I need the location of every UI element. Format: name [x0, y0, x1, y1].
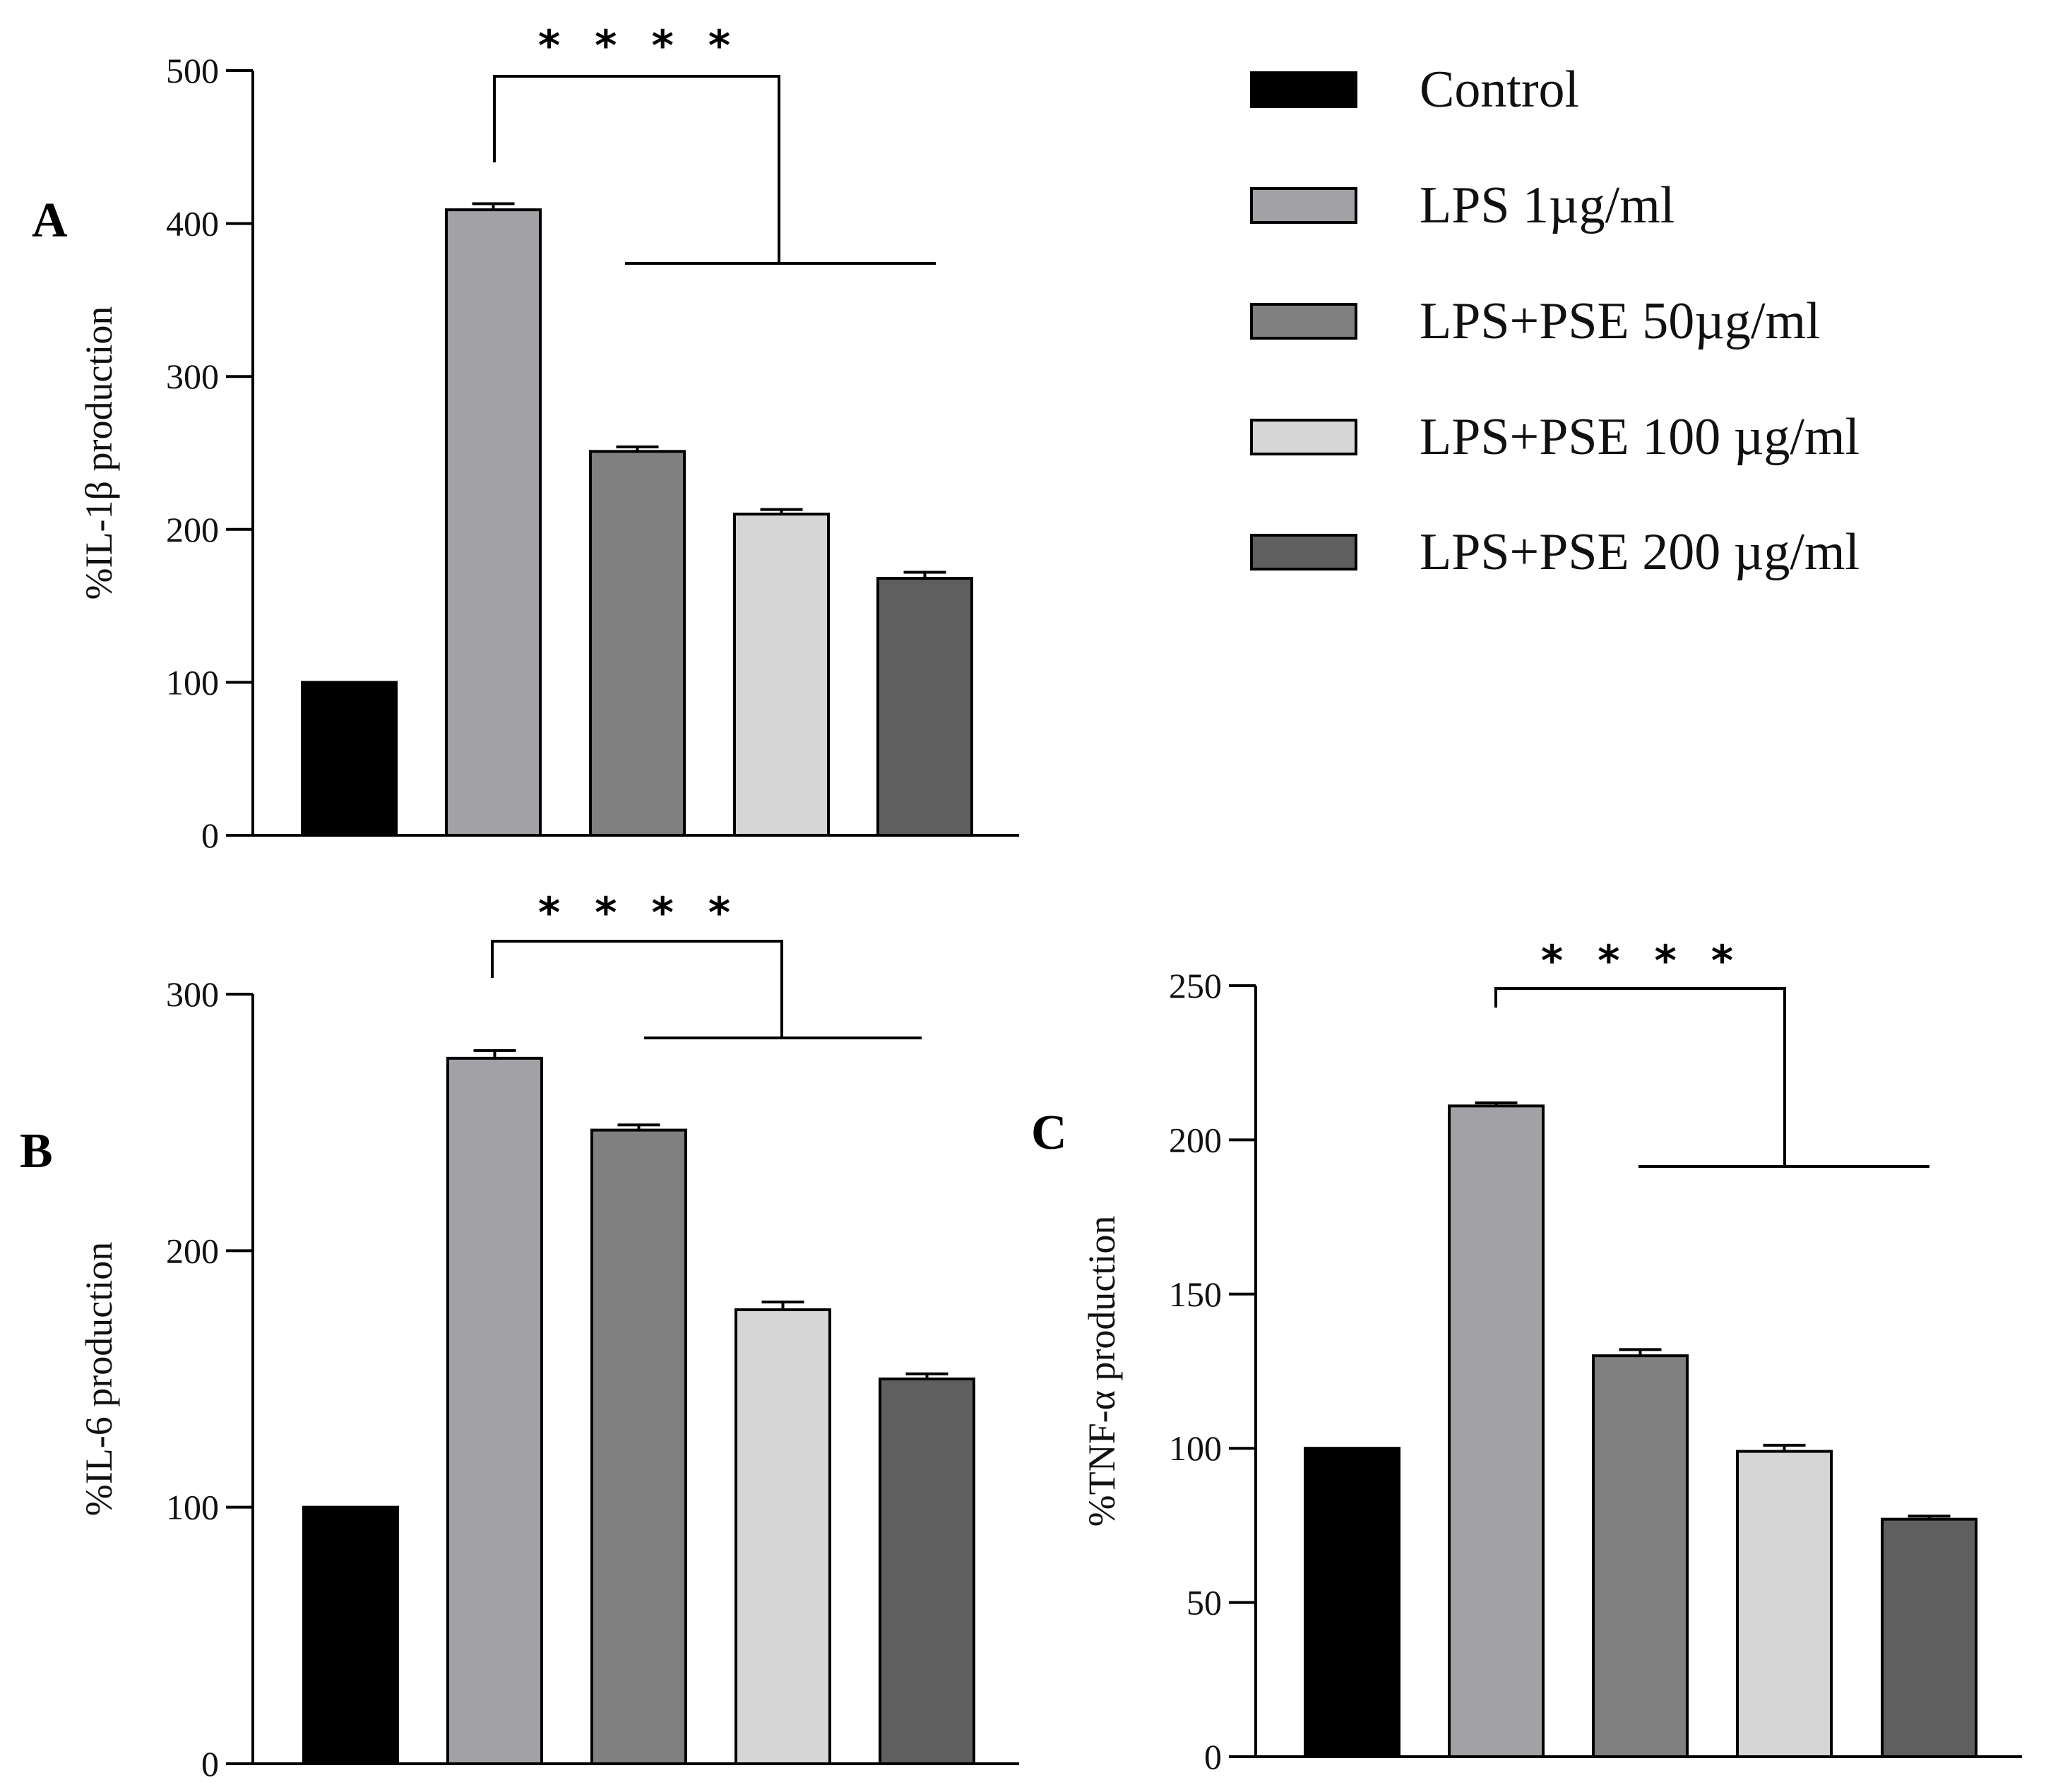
y-tick-label: 100 — [1169, 1428, 1222, 1468]
significance-bracket — [1494, 987, 1786, 1166]
y-tick-label: 200 — [1169, 1120, 1222, 1159]
bar-3 — [589, 450, 686, 837]
panel-letter: B — [20, 1124, 53, 1178]
bar-3 — [1592, 1354, 1689, 1759]
significance-bracket — [493, 75, 780, 263]
legend-swatch-4 — [1250, 419, 1357, 455]
legend-label-5: LPS+PSE 200 µg/ml — [1420, 523, 1860, 581]
y-tick-label: 500 — [166, 51, 219, 90]
significance-bracket — [491, 940, 783, 1038]
y-tick-label: 50 — [1186, 1583, 1222, 1623]
legend-swatch-1 — [1250, 71, 1357, 108]
bar-4 — [1736, 1450, 1833, 1759]
bar-4 — [734, 1308, 831, 1765]
y-axis-label: %IL-6 production — [78, 1242, 120, 1516]
bar-2 — [445, 208, 542, 837]
legend: Control LPS 1µg/ml LPS+PSE 50µg/ml LPS+PSE … — [1250, 61, 1860, 581]
bar-2 — [1448, 1104, 1545, 1759]
bar-3 — [590, 1128, 687, 1765]
panel-letter: C — [1031, 1106, 1067, 1160]
y-tick-label: 300 — [166, 357, 219, 396]
y-tick-label: 300 — [166, 974, 219, 1014]
panel-c: 0 50 100 150 200 250 %TNF-α production * * * * C — [1031, 936, 2022, 1776]
y-tick-label: 200 — [166, 1231, 219, 1270]
significance-label: * * * * — [538, 21, 740, 71]
y-tick-label: 150 — [1169, 1274, 1222, 1314]
bar-1 — [1304, 1447, 1400, 1758]
y-axis-label: %TNF-α production — [1081, 1216, 1123, 1527]
panel-b: 0 100 200 300 %IL-6 production * * * * B — [20, 888, 1019, 1784]
y-axis-label: %IL-1β production — [78, 306, 120, 600]
bar-1 — [301, 681, 398, 837]
significance-label: * * * * — [538, 888, 740, 938]
bar-5 — [1881, 1517, 1977, 1759]
significance-label: * * * * — [1541, 936, 1743, 986]
y-tick-label: 400 — [166, 204, 219, 244]
y-tick-label: 250 — [1169, 966, 1222, 1005]
y-tick-label: 100 — [166, 1488, 219, 1527]
legend-label-1: Control — [1420, 61, 1579, 119]
y-tick-label: 0 — [201, 1744, 219, 1784]
y-tick-label: 200 — [166, 510, 219, 549]
legend-label-3: LPS+PSE 50µg/ml — [1420, 292, 1821, 350]
legend-label-2: LPS 1µg/ml — [1420, 177, 1675, 234]
bar-1 — [302, 1505, 399, 1766]
bar-5 — [879, 1378, 975, 1765]
legend-swatch-2 — [1250, 187, 1357, 224]
bar-4 — [733, 513, 830, 837]
panel-a: 0 100 200 300 400 500 %IL-1β production * * * *… — [32, 21, 1019, 855]
legend-swatch-5 — [1250, 534, 1357, 571]
panel-letter: A — [32, 193, 68, 248]
bar-5 — [876, 577, 973, 837]
bar-2 — [446, 1056, 543, 1766]
y-tick-label: 0 — [1204, 1737, 1222, 1776]
legend-swatch-3 — [1250, 303, 1357, 340]
y-tick-label: 100 — [166, 662, 219, 702]
y-tick-label: 0 — [201, 816, 219, 855]
legend-label-4: LPS+PSE 100 µg/ml — [1420, 408, 1860, 466]
